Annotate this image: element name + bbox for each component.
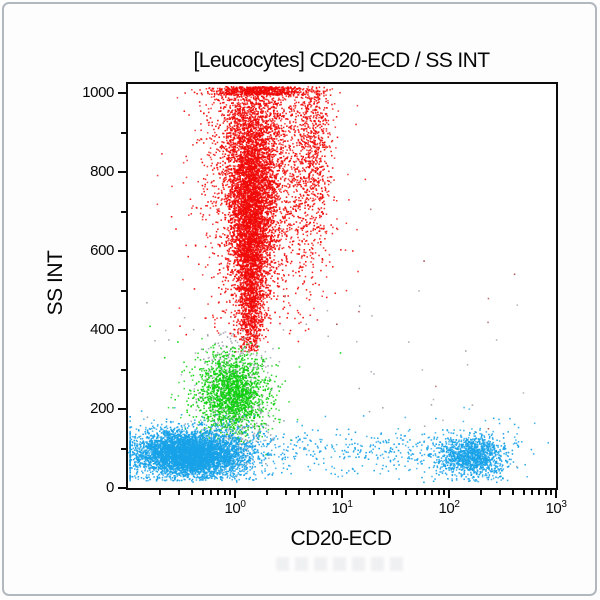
y-major-tick xyxy=(118,171,126,174)
x-tick-label: 101 xyxy=(331,499,353,518)
x-tick-label: 102 xyxy=(438,499,460,518)
y-major-tick xyxy=(118,92,126,95)
y-major-tick xyxy=(118,329,126,332)
x-minor-tick xyxy=(223,490,226,495)
y-major-tick xyxy=(118,408,126,411)
y-tick-label: 200 xyxy=(90,400,114,418)
y-minor-tick xyxy=(121,447,126,450)
x-minor-tick xyxy=(512,490,515,495)
y-tick-label: 400 xyxy=(90,321,114,339)
x-minor-tick xyxy=(266,490,269,495)
y-tick-label: 0 xyxy=(106,479,114,496)
x-minor-tick xyxy=(210,490,213,495)
x-minor-tick xyxy=(499,490,502,495)
x-minor-tick xyxy=(550,490,553,495)
x-minor-tick xyxy=(336,490,339,495)
x-minor-tick xyxy=(217,490,220,495)
x-major-tick xyxy=(341,490,343,498)
y-tick-label: 1000 xyxy=(82,84,114,102)
x-minor-tick xyxy=(538,490,541,495)
y-tick-label: 800 xyxy=(90,163,114,181)
y-major-tick xyxy=(118,250,126,253)
x-minor-tick xyxy=(298,490,301,495)
x-minor-tick xyxy=(437,490,440,495)
y-minor-tick xyxy=(121,289,126,292)
x-minor-tick xyxy=(308,490,311,495)
scatter-dots-canvas xyxy=(128,84,556,488)
x-major-tick xyxy=(448,490,450,498)
x-minor-tick xyxy=(330,490,333,495)
x-tick-label: 100 xyxy=(224,499,246,518)
faint-watermark xyxy=(276,557,404,571)
x-minor-tick xyxy=(392,490,395,495)
y-minor-tick xyxy=(121,131,126,134)
y-major-tick xyxy=(118,487,126,489)
x-minor-tick xyxy=(324,490,327,495)
x-minor-tick xyxy=(480,490,483,495)
y-minor-tick xyxy=(121,210,126,213)
x-minor-tick xyxy=(285,490,288,495)
x-major-tick xyxy=(234,490,236,498)
x-minor-tick xyxy=(424,490,427,495)
y-minor-tick xyxy=(121,368,126,371)
x-minor-tick xyxy=(405,490,408,495)
x-minor-tick xyxy=(443,490,446,495)
x-tick-label: 103 xyxy=(545,499,567,518)
chart-title: [Leucocytes] CD20-ECD / SS INT xyxy=(193,49,491,72)
x-minor-tick xyxy=(544,490,547,495)
x-minor-tick xyxy=(531,490,534,495)
x-minor-tick xyxy=(191,490,194,495)
x-minor-tick xyxy=(415,490,418,495)
plot-area xyxy=(126,82,558,490)
x-axis-title: CD20-ECD xyxy=(290,527,392,550)
x-major-tick xyxy=(555,490,557,498)
x-minor-tick xyxy=(373,490,376,495)
x-minor-tick xyxy=(522,490,525,495)
x-minor-tick xyxy=(178,490,181,495)
x-minor-tick xyxy=(317,490,320,495)
x-minor-tick xyxy=(159,490,162,495)
y-tick-label: 600 xyxy=(90,242,114,260)
x-minor-tick xyxy=(201,490,204,495)
x-minor-tick xyxy=(229,490,232,495)
x-minor-tick xyxy=(431,490,434,495)
